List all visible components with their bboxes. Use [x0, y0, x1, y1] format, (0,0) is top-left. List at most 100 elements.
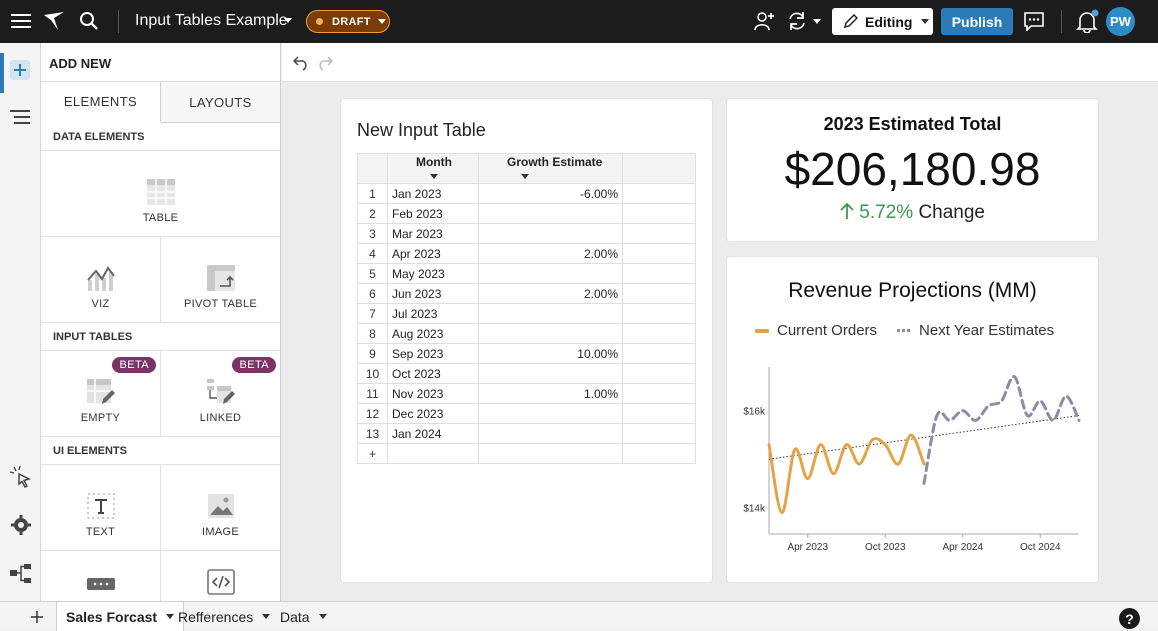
linked-input-table-tile[interactable]: BETA LINKED: [160, 351, 280, 436]
month-cell[interactable]: Apr 2023: [387, 243, 479, 264]
empty-input-table-tile[interactable]: BETA EMPTY: [41, 351, 160, 436]
empty-cell[interactable]: [622, 363, 696, 384]
growth-estimate-cell[interactable]: [478, 263, 623, 284]
table-row[interactable]: 9 Sep 2023 10.00%: [357, 343, 696, 364]
chevron-down-icon[interactable]: [430, 173, 438, 179]
logo-icon[interactable]: [42, 9, 66, 33]
month-cell[interactable]: Aug 2023: [387, 323, 479, 344]
growth-estimate-cell[interactable]: [478, 403, 623, 424]
month-cell[interactable]: Nov 2023: [387, 383, 479, 404]
table-row[interactable]: 8 Aug 2023: [357, 323, 696, 344]
table-row[interactable]: 13 Jan 2024: [357, 423, 696, 444]
menu-icon[interactable]: [9, 10, 33, 32]
page-tab-refferences[interactable]: Refferences: [169, 602, 279, 631]
table-row[interactable]: 3 Mar 2023: [357, 223, 696, 244]
empty-cell[interactable]: [622, 263, 696, 284]
month-cell[interactable]: Sep 2023: [387, 343, 479, 364]
control-tile[interactable]: [41, 551, 160, 601]
chevron-down-icon[interactable]: [262, 614, 271, 619]
growth-estimate-cell[interactable]: -6.00%: [478, 183, 623, 204]
empty-cell[interactable]: [622, 283, 696, 304]
help-button[interactable]: ?: [1119, 608, 1140, 629]
month-cell[interactable]: Jan 2023: [387, 183, 479, 204]
tab-elements[interactable]: ELEMENTS: [41, 82, 161, 123]
chart-card[interactable]: Revenue Projections (MM) Current Orders …: [727, 257, 1098, 582]
growth-estimate-cell[interactable]: [478, 423, 623, 444]
text-tile[interactable]: TEXT: [41, 465, 160, 550]
month-cell[interactable]: Mar 2023: [387, 223, 479, 244]
table-row[interactable]: 12 Dec 2023: [357, 403, 696, 424]
kpi-card[interactable]: 2023 Estimated Total $206,180.98 5.72% C…: [727, 99, 1098, 241]
chevron-down-icon[interactable]: [318, 614, 327, 619]
cursor-icon[interactable]: [9, 465, 33, 494]
table-row[interactable]: 6 Jun 2023 2.00%: [357, 283, 696, 304]
undo-icon[interactable]: [292, 55, 309, 76]
chevron-down-icon[interactable]: [284, 18, 292, 23]
empty-cell[interactable]: [622, 403, 696, 424]
avatar[interactable]: PW: [1106, 7, 1135, 36]
empty-cell[interactable]: [622, 243, 696, 264]
table-row[interactable]: 4 Apr 2023 2.00%: [357, 243, 696, 264]
add-row-button[interactable]: +: [357, 443, 388, 464]
empty-cell[interactable]: [622, 303, 696, 324]
month-cell[interactable]: Jun 2023: [387, 283, 479, 304]
chevron-down-icon[interactable]: [166, 614, 175, 619]
table-row[interactable]: 5 May 2023: [357, 263, 696, 284]
line-chart[interactable]: Apr 2023 Oct 2023 Apr 2024 Oct 2024 $16k $14k: [727, 257, 1098, 582]
empty-cell[interactable]: [622, 203, 696, 224]
input-table[interactable]: Month Growth Estimate 1 Jan 2023 -6.00% 2 Fe…: [357, 153, 696, 464]
growth-estimate-cell[interactable]: [478, 363, 623, 384]
empty-cell[interactable]: [622, 423, 696, 444]
empty-cell[interactable]: [622, 323, 696, 344]
publish-button[interactable]: Publish: [941, 8, 1013, 35]
pivot-table-tile[interactable]: PIVOT TABLE: [160, 237, 280, 322]
table-row[interactable]: 11 Nov 2023 1.00%: [357, 383, 696, 404]
outline-icon[interactable]: [10, 109, 32, 132]
page-tab-data[interactable]: Data: [271, 602, 336, 631]
empty-cell[interactable]: [622, 383, 696, 404]
month-cell[interactable]: Jul 2023: [387, 303, 479, 324]
column-header-growth-estimate[interactable]: Growth Estimate: [478, 153, 623, 184]
workbook-title[interactable]: Input Tables Example: [135, 12, 288, 29]
month-cell[interactable]: Oct 2023: [387, 363, 479, 384]
redo-icon[interactable]: [317, 55, 334, 76]
table-row[interactable]: 2 Feb 2023: [357, 203, 696, 224]
embed-tile[interactable]: [160, 551, 280, 601]
column-header-month[interactable]: Month: [387, 153, 479, 184]
growth-estimate-cell[interactable]: [478, 203, 623, 224]
growth-estimate-cell[interactable]: [478, 223, 623, 244]
table-row[interactable]: 1 Jan 2023 -6.00%: [357, 183, 696, 204]
table-tile[interactable]: TABLE: [41, 151, 280, 236]
empty-cell[interactable]: [622, 343, 696, 364]
growth-estimate-cell[interactable]: 10.00%: [478, 343, 623, 364]
growth-estimate-cell[interactable]: 2.00%: [478, 283, 623, 304]
month-cell[interactable]: Feb 2023: [387, 203, 479, 224]
growth-estimate-cell[interactable]: 2.00%: [478, 243, 623, 264]
bell-icon[interactable]: [1074, 8, 1100, 34]
empty-cell[interactable]: [622, 183, 696, 204]
table-row[interactable]: 7 Jul 2023: [357, 303, 696, 324]
image-tile[interactable]: IMAGE: [160, 465, 280, 550]
month-cell[interactable]: Jan 2024: [387, 423, 479, 444]
draft-status-button[interactable]: DRAFT: [306, 10, 390, 33]
viz-tile[interactable]: VIZ: [41, 237, 160, 322]
growth-estimate-cell[interactable]: [478, 303, 623, 324]
comment-icon[interactable]: [1022, 9, 1046, 33]
add-page-icon[interactable]: [31, 610, 43, 628]
page-tab-sales-forcast[interactable]: Sales Forcast: [56, 602, 185, 631]
chevron-down-icon[interactable]: [521, 173, 529, 179]
add-user-icon[interactable]: [752, 9, 776, 33]
editing-mode-button[interactable]: Editing: [832, 8, 933, 35]
settings-gear-icon[interactable]: [10, 514, 32, 541]
empty-cell[interactable]: [622, 223, 696, 244]
add-row[interactable]: +: [357, 443, 696, 464]
tab-layouts[interactable]: LAYOUTS: [161, 82, 280, 122]
month-cell[interactable]: Dec 2023: [387, 403, 479, 424]
add-new-icon[interactable]: [10, 60, 30, 80]
hierarchy-icon[interactable]: [9, 563, 33, 590]
month-cell[interactable]: May 2023: [387, 263, 479, 284]
sync-icon[interactable]: [785, 9, 823, 33]
growth-estimate-cell[interactable]: 1.00%: [478, 383, 623, 404]
table-row[interactable]: 10 Oct 2023: [357, 363, 696, 384]
growth-estimate-cell[interactable]: [478, 323, 623, 344]
